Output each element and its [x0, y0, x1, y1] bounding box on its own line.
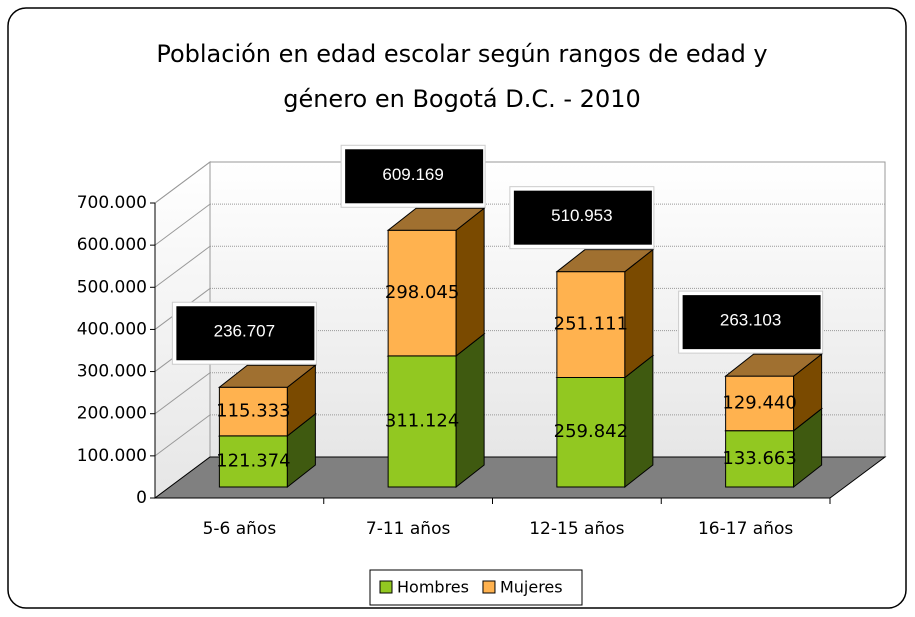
chart-subtitle: género en Bogotá D.C. - 2010 — [283, 85, 641, 113]
grid-line — [154, 203, 211, 246]
data-label: 251.111 — [554, 314, 628, 335]
data-label: 311.124 — [385, 410, 459, 431]
y-tick-label: 700.000 — [77, 193, 147, 213]
x-tick-label: 16-17 años — [698, 519, 793, 539]
data-label: 129.440 — [722, 392, 796, 413]
total-box — [513, 190, 652, 245]
total-box — [345, 149, 484, 204]
x-tick-label: 12-15 años — [529, 519, 624, 539]
total-label: 510.953 — [551, 206, 612, 225]
grid-line — [154, 414, 211, 457]
y-tick-label: 0 — [136, 488, 147, 508]
data-label: 121.374 — [216, 450, 290, 471]
bar-side — [624, 354, 654, 489]
legend-label: Hombres — [397, 578, 469, 597]
x-tick-label: 7-11 años — [366, 519, 451, 539]
bar-segment — [387, 229, 457, 357]
bar-top — [217, 364, 317, 388]
grid-line — [154, 245, 211, 288]
bar-segment — [556, 271, 626, 378]
bar-side — [455, 332, 485, 489]
total-label: 236.707 — [214, 322, 275, 341]
data-label: 259.842 — [554, 421, 628, 442]
grid-line — [154, 161, 211, 204]
total-label: 263.103 — [720, 311, 781, 330]
y-tick-label: 300.000 — [77, 362, 147, 382]
grid-line — [154, 372, 211, 415]
y-tick-label: 200.000 — [77, 404, 147, 424]
legend-swatch — [482, 580, 496, 594]
legend-box — [369, 569, 583, 606]
bar-segment — [556, 376, 626, 488]
x-tick-label: 5-6 años — [203, 519, 277, 539]
y-tick-label: 100.000 — [77, 446, 147, 466]
bar-top — [386, 207, 486, 231]
bar-segment — [725, 430, 795, 488]
legend-label: Mujeres — [500, 578, 563, 597]
legend-swatch — [379, 580, 393, 594]
bar-top — [555, 249, 655, 273]
bar-segment — [725, 375, 795, 432]
bar-side — [455, 207, 485, 357]
total-box — [176, 306, 315, 361]
data-label: 115.333 — [216, 401, 290, 422]
bar-top — [724, 353, 824, 377]
total-label: 609.169 — [382, 165, 443, 184]
data-label: 133.663 — [722, 448, 796, 469]
data-label: 298.045 — [385, 282, 459, 303]
chart-title: Población en edad escolar según rangos d… — [156, 40, 767, 68]
y-tick-label: 600.000 — [77, 235, 147, 255]
y-tick-label: 400.000 — [77, 319, 147, 339]
y-tick-label: 500.000 — [77, 277, 147, 297]
total-box — [682, 295, 821, 350]
